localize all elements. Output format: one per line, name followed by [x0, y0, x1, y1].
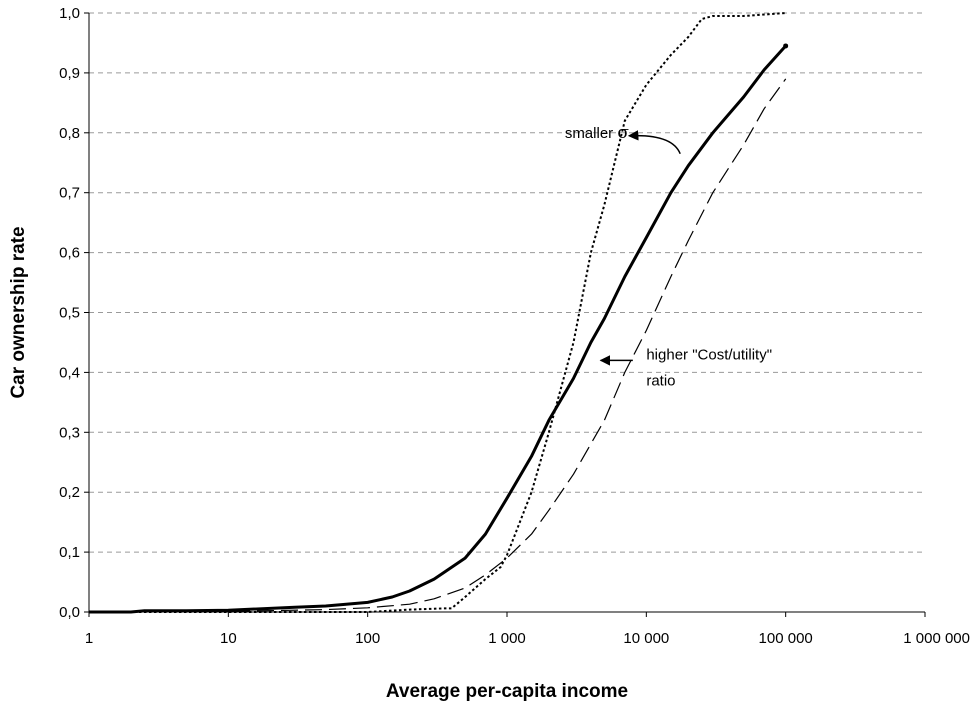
y-tick-label: 0,2 — [59, 484, 80, 501]
series-line-dotted — [89, 12, 786, 613]
y-tick-label: 0,6 — [59, 245, 80, 262]
series-end-marker — [783, 43, 789, 49]
y-tick-label: 0,0 — [59, 604, 80, 621]
y-tick-label: 0,1 — [59, 544, 80, 561]
annotation-cost-utility-line2: ratio — [646, 372, 675, 389]
x-tick-label: 100 000 — [759, 630, 813, 647]
x-tick-label: 1 — [85, 630, 93, 647]
arrow-smaller-sigma — [627, 130, 681, 155]
y-tick-label: 1,0 — [59, 5, 80, 22]
series-line-solid-thick — [89, 44, 787, 614]
y-tick-label: 0,9 — [59, 65, 80, 82]
sigma-symbol: σ — [617, 123, 629, 143]
y-tick-label: 0,8 — [59, 125, 80, 142]
x-tick-label: 1 000 000 — [903, 630, 970, 647]
x-tick-label: 10 — [220, 630, 237, 647]
x-tick-label: 10 000 — [623, 630, 669, 647]
x-axis-ticks: 1 10 100 1 000 10 000 100 000 1 000 000 — [85, 612, 970, 647]
annotation-smaller-sigma-text: smaller — [565, 125, 618, 142]
y-tick-label: 0,7 — [59, 185, 80, 202]
series-lines — [88, 12, 789, 614]
y-tick-label: 0,3 — [59, 424, 80, 441]
x-tick-label: 1 000 — [488, 630, 526, 647]
annotations: smaller σ higher "Cost/utility" ratio — [565, 123, 772, 390]
x-axis-title: Average per-capita income — [386, 681, 628, 702]
y-tick-label: 0,4 — [59, 364, 80, 381]
y-axis-title: Car ownership rate — [8, 226, 29, 398]
y-tick-label: 0,5 — [59, 305, 80, 322]
annotation-cost-utility-line1: higher "Cost/utility" — [646, 346, 772, 363]
annotation-smaller-sigma: smaller σ — [565, 123, 630, 143]
gridlines — [89, 12, 925, 553]
x-tick-label: 100 — [355, 630, 380, 647]
y-axis-ticks: 0,0 0,1 0,2 0,3 0,4 0,5 0,6 0,7 0,8 0,9 1,0 — [59, 5, 89, 621]
series-line-dashed-long — [88, 78, 787, 613]
